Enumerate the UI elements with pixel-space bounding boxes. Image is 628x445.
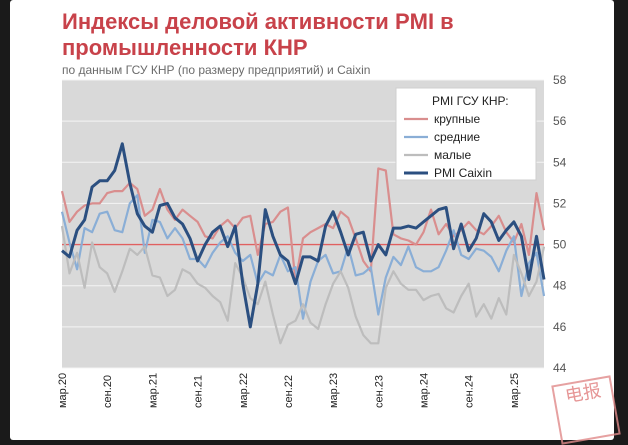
chart-subtitle: по данным ГСУ КНР (по размеру предприяти…: [62, 63, 371, 77]
y-tick-label: 58: [553, 73, 567, 87]
x-tick-label: мар.22: [238, 373, 250, 408]
x-tick-label: мар.23: [328, 373, 340, 408]
chart-title-line2: промышленности КНР: [62, 35, 308, 60]
x-tick-label: мар.20: [57, 373, 69, 408]
y-tick-label: 46: [553, 320, 567, 334]
y-tick-label: 52: [553, 196, 567, 210]
chart-title-line1: Индексы деловой активности PMI в: [62, 9, 454, 34]
x-tick-label: сен.20: [102, 375, 114, 408]
x-tick-label: сен.23: [373, 375, 385, 408]
series-line-3: [60, 225, 546, 345]
y-tick-label: 48: [553, 279, 567, 293]
x-tick-label: мар.24: [419, 373, 431, 408]
x-tick-label: мар.21: [147, 373, 159, 408]
y-tick-label: 54: [553, 155, 567, 169]
legend-label: малые: [434, 148, 472, 162]
legend-label: средние: [434, 130, 480, 144]
x-tick-label: сен.22: [283, 375, 295, 408]
y-tick-label: 56: [553, 114, 567, 128]
stamp-watermark: 电报: [551, 375, 621, 445]
series-line-4: [61, 142, 546, 329]
legend-title: PMI ГСУ КНР:: [432, 94, 509, 108]
legend-label: крупные: [434, 112, 481, 126]
x-tick-label: мар.25: [509, 373, 521, 408]
x-tick-label: сен.24: [464, 375, 476, 408]
x-tick-label: сен.21: [193, 375, 205, 408]
series-line-2: [60, 194, 546, 320]
y-tick-label: 44: [553, 361, 567, 375]
y-tick-label: 50: [553, 238, 567, 252]
legend-box: [395, 87, 537, 181]
legend-label: PMI Caixin: [434, 166, 492, 180]
